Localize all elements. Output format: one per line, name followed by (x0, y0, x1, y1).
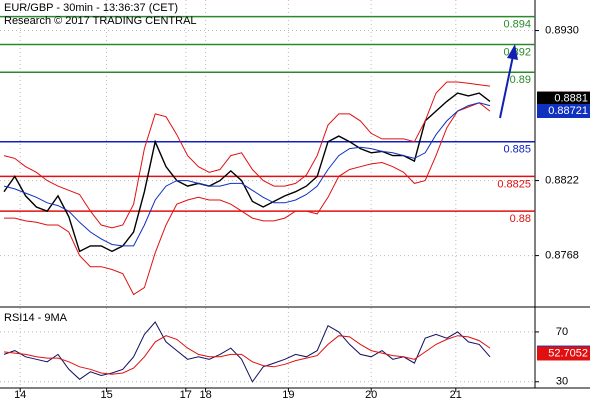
indicator-title: RSI14 - 9MA (4, 312, 68, 324)
series-line (3, 335, 491, 375)
projection-arrow (499, 55, 514, 119)
value-marker-label: 52.7052 (548, 347, 588, 359)
value-marker-label: 0.88721 (548, 105, 588, 117)
value-marker-label: 0.8881 (554, 93, 588, 105)
chart-subtitle: Research © 2017 TRADING CENTRAL (4, 15, 197, 27)
x-tick-label: 20 (365, 389, 377, 400)
x-tick-label: 21 (450, 389, 462, 400)
series-line (3, 92, 491, 253)
x-tick-label: 14 (14, 389, 26, 400)
value-marker (537, 346, 590, 361)
level-label: 0.894 (503, 19, 531, 31)
series-line (3, 81, 491, 229)
y-tick-label: 0.8768 (545, 250, 579, 262)
value-marker (537, 91, 590, 106)
x-tick-label: 18 (199, 389, 211, 400)
y-tick-label: 70 (556, 326, 568, 338)
chart-title: EUR/GBP - 30min - 13:36:37 (CET) (4, 2, 178, 14)
y-tick-label: 30 (556, 376, 568, 388)
series-line (3, 102, 491, 247)
arrow-head (507, 44, 518, 60)
x-tick-label: 15 (100, 389, 112, 400)
level-label: 0.8825 (497, 178, 531, 190)
level-label: 0.88 (510, 213, 531, 225)
y-tick-label: 0.8822 (545, 174, 579, 186)
x-tick-label: 17 (180, 389, 192, 400)
level-label: 0.885 (503, 144, 531, 156)
series-line (3, 321, 491, 383)
x-tick-label: 19 (282, 389, 294, 400)
series-line (4, 102, 491, 296)
value-marker (537, 103, 590, 118)
level-label: 0.89 (510, 74, 531, 86)
y-tick-label: 0.8930 (545, 24, 579, 36)
